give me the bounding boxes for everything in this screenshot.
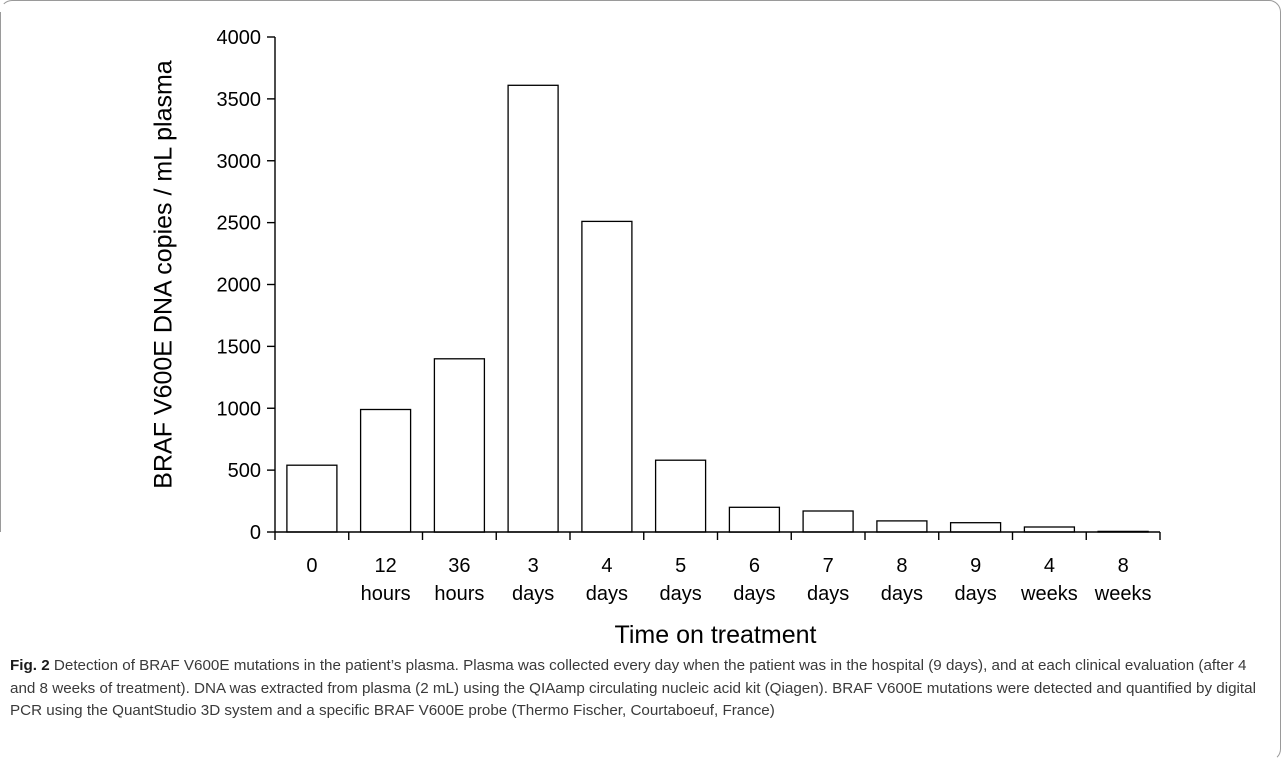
figure-frame-left [0,12,1,532]
y-tick-label: 1000 [217,398,262,420]
x-tick-label: weeks [1020,583,1078,605]
bar-10 [1023,526,1076,533]
y-tick-label: 4000 [217,27,262,49]
bar-5 [654,459,707,533]
x-tick-label: days [660,583,702,605]
bar-8 [876,520,928,533]
y-axis-label: BRAF V600E DNA copies / mL plasma [150,60,178,489]
bar-9 [949,522,1002,533]
bar-0 [286,464,338,533]
x-tick-label: 5 [675,555,686,577]
x-tick-label: 4 [1044,555,1055,577]
bar-4 [581,220,633,533]
x-tick-label: weeks [1094,583,1152,605]
x-tick-label: hours [434,583,484,605]
x-tick-label: hours [361,583,411,605]
bar-7 [802,510,854,533]
x-tick-label: 0 [306,555,317,577]
y-tick-label: 2500 [217,213,262,235]
bars-group [286,84,1149,533]
bar-chart: 0 500 1000 1500 2000 2500 3000 3500 4000 0 12 hour… [150,27,1161,649]
bar-6 [728,506,781,533]
x-tick-label: 36 [448,555,470,577]
caption-text: Detection of BRAF V600E mutations in the… [10,657,1256,719]
x-tick-label: days [955,583,997,605]
x-tick-label: 7 [823,555,834,577]
x-tick-label: 3 [528,555,539,577]
y-tick-label: 1500 [217,336,262,358]
y-tick-label: 0 [250,522,261,544]
x-tick-label: 8 [896,555,907,577]
bar-3 [507,84,559,533]
x-tick-label: days [733,583,775,605]
caption-label: Fig. 2 [10,657,50,674]
x-tick-label: 9 [970,555,981,577]
bar-1 [359,408,412,533]
y-tick-label: 3000 [217,151,262,173]
x-axis-label: Time on treatment [615,621,817,649]
bar-2 [433,358,486,533]
y-tick-label: 3500 [217,89,262,111]
figure-caption: Fig. 2 Detection of BRAF V600E mutations… [10,655,1272,723]
x-tick-label: days [512,583,554,605]
y-tick-label: 2000 [217,275,262,297]
x-tick-label: 4 [601,555,612,577]
x-tick-label: days [881,583,923,605]
x-tick-label: 12 [375,555,397,577]
y-tick-label: 500 [228,460,261,482]
x-tick-label: 8 [1118,555,1129,577]
y-ticks-group: 0 500 1000 1500 2000 2500 3000 3500 4000 [217,27,275,544]
x-tick-label: days [807,583,849,605]
x-tick-label: 6 [749,555,760,577]
x-ticks-group: 0 12 hours 36 hours 3 days 4 days 5 days 6 days 7 days… [274,532,1161,605]
x-tick-label: days [586,583,628,605]
